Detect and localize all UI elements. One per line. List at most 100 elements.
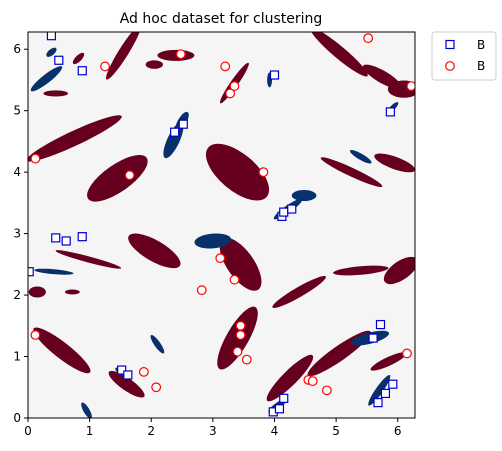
square-point-6 <box>385 107 395 117</box>
circle-point-23 <box>402 348 412 359</box>
circle-point-6 <box>229 81 240 91</box>
circle-point-15 <box>235 330 246 340</box>
blue-region-8 <box>349 150 372 164</box>
x-tick-label-5: 5 <box>332 424 340 438</box>
red-region-27 <box>72 52 85 65</box>
square-point-17 <box>123 370 133 380</box>
square-point-4 <box>170 127 180 137</box>
square-point-12 <box>287 204 297 214</box>
legend: B B <box>431 31 497 81</box>
red-region-25 <box>64 289 80 295</box>
circle-point-1 <box>175 49 186 60</box>
red-region-17 <box>333 265 389 276</box>
red-region-16 <box>374 153 415 173</box>
x-tick-label-6: 6 <box>394 424 402 438</box>
red-region-24 <box>55 250 122 269</box>
circle-point-19 <box>151 382 162 393</box>
red-region-15 <box>320 157 383 187</box>
red-region-21 <box>370 352 407 371</box>
legend-label-1: B <box>477 59 485 73</box>
red-region-0 <box>28 115 122 162</box>
square-point-15 <box>375 319 386 330</box>
circle-point-4 <box>406 81 415 91</box>
y-axis: 0 1 2 3 4 5 6 <box>13 42 28 425</box>
y-tick-label-5: 5 <box>13 104 21 118</box>
red-region-18 <box>383 256 415 285</box>
red-region-23 <box>28 286 46 298</box>
square-point-1 <box>54 55 64 65</box>
blue-region-13 <box>81 402 92 418</box>
blue-region-4 <box>194 233 232 249</box>
circle-point-13 <box>30 330 41 340</box>
square-point-14 <box>368 333 378 343</box>
legend-circle-marker <box>445 61 455 71</box>
blue-region-10 <box>368 375 391 406</box>
red-region-3 <box>128 233 181 269</box>
blue-region-7 <box>34 268 74 275</box>
circle-point-11 <box>229 274 240 285</box>
red-region-1 <box>87 154 148 202</box>
circle-point-16 <box>232 346 243 357</box>
square-point-3 <box>269 70 280 80</box>
square-point-23 <box>388 379 398 389</box>
circle-point-14 <box>235 320 246 331</box>
x-tick-label-3: 3 <box>209 424 217 438</box>
square-point-13 <box>28 267 34 277</box>
square-point-5 <box>178 119 188 129</box>
circle-point-7 <box>30 153 41 164</box>
y-tick-label-1: 1 <box>13 350 21 364</box>
red-region-4 <box>219 237 262 291</box>
circle-point-3 <box>363 33 374 44</box>
red-region-8 <box>106 32 142 80</box>
square-point-11 <box>279 207 289 217</box>
square-point-20 <box>279 393 289 403</box>
y-tick-label-4: 4 <box>13 165 21 179</box>
red-region-13 <box>362 64 402 90</box>
blue-region-1 <box>46 47 57 57</box>
y-tick-label-3: 3 <box>13 227 21 241</box>
x-tick-label-0: 0 <box>24 424 32 438</box>
x-tick-label-2: 2 <box>147 424 155 438</box>
blue-region-0 <box>30 66 63 92</box>
circle-point-9 <box>258 167 269 178</box>
circle-point-10 <box>215 253 226 264</box>
red-region-10 <box>145 60 163 69</box>
red-region-19 <box>272 276 326 308</box>
legend-box <box>431 31 497 81</box>
legend-label-0: B <box>477 38 485 52</box>
cluster-regions <box>28 32 415 418</box>
x-axis: 0 1 2 3 4 5 6 <box>24 418 402 438</box>
y-tick-label-0: 0 <box>13 411 21 425</box>
square-point-2 <box>77 66 87 76</box>
red-region-12 <box>310 32 368 77</box>
circle-point-12 <box>196 285 207 296</box>
circle-point-5 <box>225 88 236 99</box>
square-point-0 <box>46 32 57 41</box>
square-point-19 <box>274 404 285 414</box>
y-tick-label-6: 6 <box>13 42 21 56</box>
circle-point-22 <box>321 385 332 396</box>
red-region-7 <box>108 370 145 398</box>
circle-point-18 <box>138 367 149 377</box>
square-point-22 <box>380 388 391 399</box>
y-tick-label-2: 2 <box>13 288 21 302</box>
circle-point-8 <box>124 170 135 181</box>
blue-region-11 <box>150 334 165 354</box>
circle-point-2 <box>220 61 231 72</box>
red-region-6 <box>33 327 91 374</box>
legend-square-marker <box>445 39 455 50</box>
circle-point-0 <box>100 61 110 72</box>
red-region-26 <box>43 90 69 97</box>
square-point-8 <box>61 236 71 246</box>
plot-frame <box>27 31 416 419</box>
red-region-22 <box>266 354 314 402</box>
x-tick-label-1: 1 <box>86 424 94 438</box>
x-tick-label-4: 4 <box>271 424 279 438</box>
red-region-9 <box>157 49 195 61</box>
sample-markers <box>28 32 415 417</box>
circle-point-17 <box>241 354 252 365</box>
square-point-7 <box>51 233 61 243</box>
blue-region-6 <box>291 189 317 202</box>
square-point-9 <box>77 232 87 242</box>
